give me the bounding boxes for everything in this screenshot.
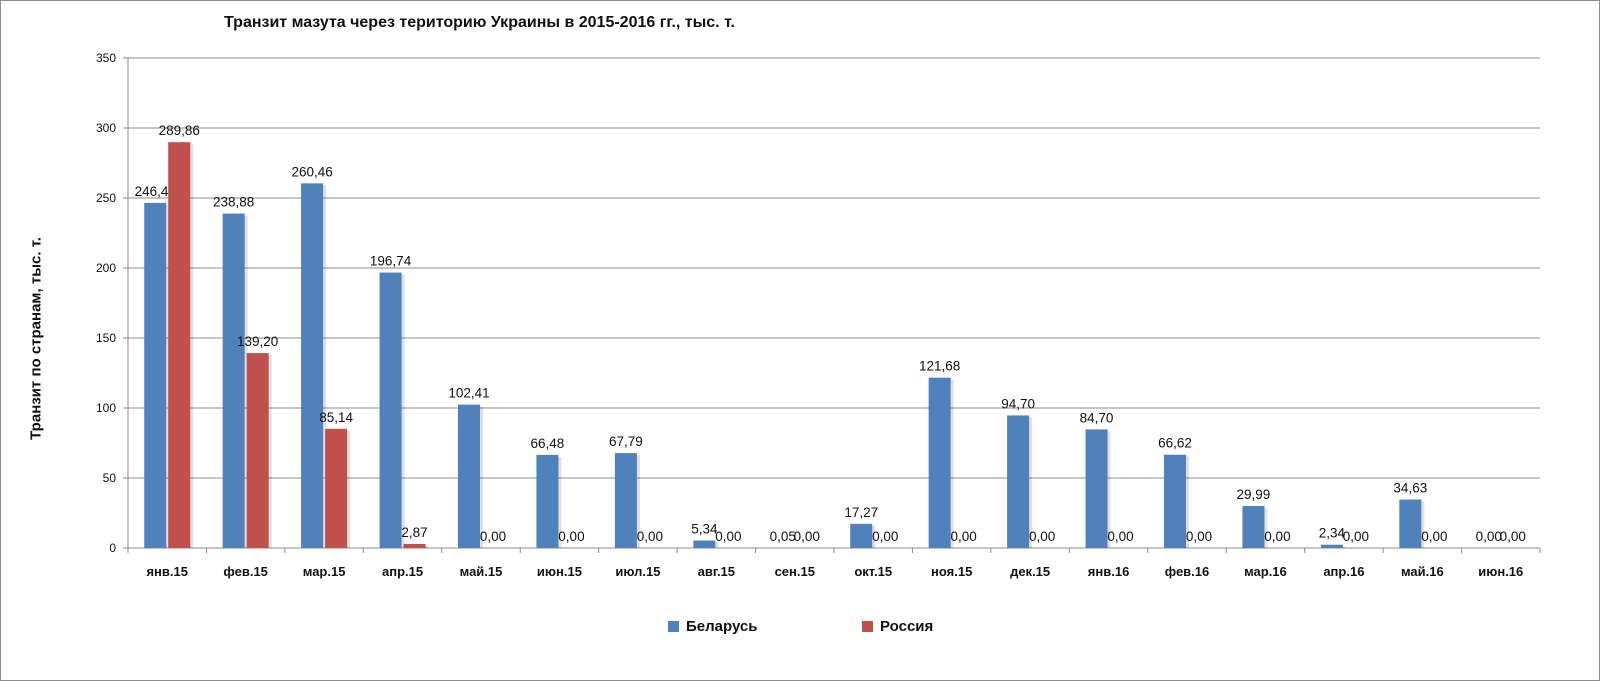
x-tick-label: мар.16 — [1244, 564, 1287, 579]
data-label-russia: 289,86 — [159, 123, 200, 138]
x-tick-label: ноя.15 — [931, 564, 972, 579]
bar-belarus — [850, 523, 873, 548]
data-label-russia: 2,87 — [401, 525, 427, 540]
y-tick-label: 300 — [96, 121, 116, 135]
data-label-belarus: 238,88 — [213, 195, 254, 210]
data-label-russia: 0,00 — [637, 529, 663, 544]
data-label-belarus: 34,63 — [1393, 481, 1427, 496]
data-label-belarus: 260,46 — [291, 164, 332, 179]
chart-title: Транзит мазута через територию Украины в… — [224, 14, 735, 31]
x-tick-label: июн.15 — [537, 564, 582, 579]
bar-belarus — [928, 377, 951, 548]
data-label-belarus: 17,27 — [844, 505, 878, 520]
data-label-belarus: 67,79 — [609, 434, 643, 449]
bar-belarus — [458, 404, 480, 548]
x-tick-label: июл.15 — [615, 564, 660, 579]
x-tick-label: май.16 — [1401, 564, 1444, 579]
data-label-belarus: 94,70 — [1001, 396, 1035, 411]
data-label-belarus: 29,99 — [1237, 487, 1271, 502]
x-tick-label: янв.16 — [1088, 564, 1130, 579]
data-label-belarus: 121,68 — [919, 359, 960, 374]
data-label-russia: 0,00 — [951, 529, 977, 544]
data-label-russia: 0,00 — [1421, 529, 1447, 544]
bar-russia — [325, 428, 348, 548]
data-label-belarus: 102,41 — [448, 386, 489, 401]
y-tick-label: 200 — [96, 261, 116, 275]
x-tick-label: май.15 — [460, 564, 503, 579]
data-label-belarus: 66,62 — [1158, 436, 1192, 451]
x-tick-label: фев.16 — [1165, 564, 1210, 579]
bar-belarus — [379, 272, 402, 548]
bar-belarus — [1007, 415, 1030, 548]
x-tick-label: мар.15 — [303, 564, 346, 579]
data-label-belarus: 5,34 — [691, 522, 718, 537]
y-tick-label: 100 — [96, 401, 116, 415]
data-label-belarus: 2,34 — [1319, 526, 1346, 541]
data-label-russia: 0,00 — [480, 529, 506, 544]
legend-item-belarus: Беларусь — [668, 618, 758, 635]
bar-belarus — [1164, 454, 1186, 548]
legend-item-russia: Россия — [862, 618, 933, 635]
bar-russia — [246, 353, 269, 548]
y-tick-label: 250 — [96, 191, 116, 205]
data-label-russia: 0,00 — [794, 529, 820, 544]
data-label-belarus: 246,49 — [135, 184, 176, 199]
data-label-russia: 0,00 — [1343, 529, 1369, 544]
data-label-belarus: 0,00 — [1476, 529, 1502, 544]
x-tick-label: янв.15 — [146, 564, 188, 579]
bar-belarus — [1085, 429, 1108, 548]
data-label-russia: 0,00 — [1500, 529, 1526, 544]
bar-belarus — [1242, 506, 1265, 548]
bar-belarus — [536, 454, 559, 548]
bar-belarus — [693, 540, 716, 548]
bar-belarus — [1320, 544, 1343, 548]
bar-belarus — [222, 213, 245, 548]
data-label-belarus: 66,48 — [531, 436, 565, 451]
x-tick-label: авг.15 — [698, 564, 735, 579]
data-label-russia: 0,00 — [1029, 529, 1055, 544]
data-label-russia: 0,00 — [558, 529, 584, 544]
legend-label-russia: Россия — [880, 618, 934, 635]
bar-russia — [403, 543, 426, 548]
bar-belarus — [144, 202, 167, 548]
data-label-russia: 0,00 — [1264, 529, 1290, 544]
x-tick-label: июн.16 — [1478, 564, 1523, 579]
x-tick-label: сен.15 — [775, 564, 815, 579]
y-tick-label: 350 — [96, 51, 116, 65]
data-label-belarus: 84,70 — [1080, 410, 1114, 425]
data-label-belarus: 196,74 — [370, 254, 412, 269]
x-tick-label: апр.15 — [382, 564, 423, 579]
data-label-russia: 85,14 — [319, 410, 353, 425]
bar-belarus — [614, 453, 637, 548]
data-label-russia: 0,00 — [715, 529, 741, 544]
x-tick-label: фев.15 — [223, 564, 268, 579]
legend-swatch-belarus — [668, 621, 679, 632]
x-tick-label: дек.15 — [1010, 564, 1050, 579]
x-tick-label: окт.15 — [854, 564, 892, 579]
legend-label-belarus: Беларусь — [686, 618, 758, 635]
legend-swatch-russia — [862, 621, 873, 632]
data-label-russia: 0,00 — [1186, 529, 1212, 544]
data-label-russia: 0,00 — [1107, 529, 1133, 544]
bar-belarus — [301, 183, 324, 548]
data-label-belarus: 0,05 — [770, 529, 796, 544]
x-tick-label: апр.16 — [1323, 564, 1364, 579]
bar-russia — [168, 142, 191, 549]
y-tick-label: 50 — [103, 471, 117, 485]
data-label-russia: 0,00 — [872, 529, 898, 544]
bar-belarus — [1399, 499, 1422, 548]
y-tick-label: 150 — [96, 331, 116, 345]
data-label-russia: 139,20 — [237, 334, 278, 349]
y-tick-label: 0 — [109, 541, 116, 555]
